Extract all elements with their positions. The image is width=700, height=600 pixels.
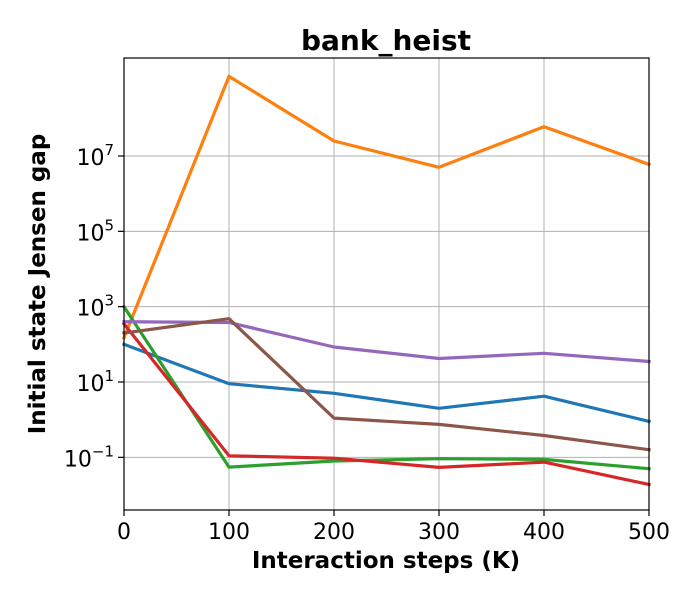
x-tick-label: 300: [418, 520, 460, 545]
y-tick-label: 103: [76, 292, 114, 322]
series-layer: [121, 74, 652, 487]
series-line-5: [122, 320, 651, 364]
x-tick-label: 100: [208, 520, 250, 545]
y-tick-label: 101: [76, 367, 114, 397]
y-tick-label: 107: [76, 141, 114, 171]
y-tick-label: 10−1: [64, 442, 114, 472]
x-tick-label: 400: [523, 520, 565, 545]
series-line-2: [121, 74, 652, 340]
x-tick-label: 500: [628, 520, 670, 545]
y-axis-label: Initial state Jensen gap: [25, 134, 51, 435]
x-tick-label: 200: [313, 520, 355, 545]
x-axis-label: Interaction steps (K): [252, 548, 520, 574]
ticks: 0 100 200 300 400 500 10−1 101 103 105 107: [64, 141, 670, 545]
grid: [123, 58, 650, 510]
series-line-4: [121, 321, 651, 487]
series-line-6: [122, 317, 651, 452]
plot-frame: [123, 57, 650, 511]
x-tick-label: 0: [117, 520, 131, 545]
y-tick-label: 105: [76, 216, 114, 246]
series-line-3: [121, 304, 651, 471]
chart-title: bank_heist: [301, 24, 471, 57]
series-line-1: [121, 342, 651, 424]
